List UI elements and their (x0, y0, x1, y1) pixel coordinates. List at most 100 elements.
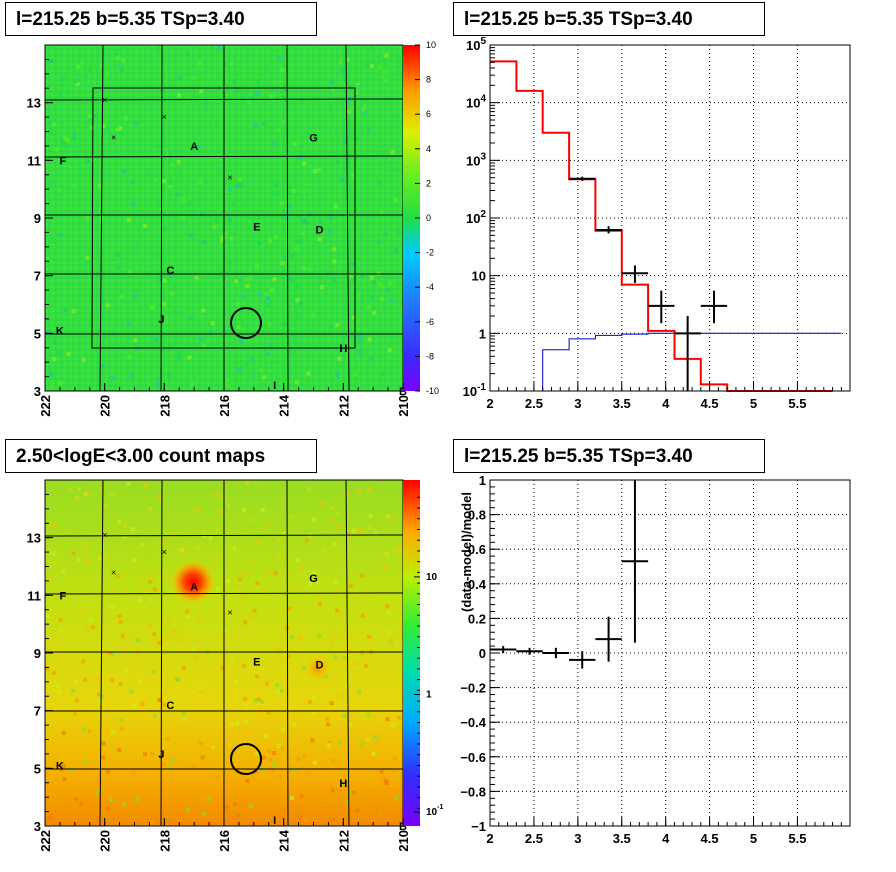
noise-pixel (291, 189, 296, 193)
noise-pixel (371, 577, 376, 582)
noise-pixel (384, 779, 389, 784)
noise-pixel (126, 321, 131, 326)
noise-pixel (397, 715, 402, 720)
source-cross: × (102, 530, 107, 540)
x-tick-label: 4.5 (701, 831, 719, 846)
noise-pixel (379, 769, 384, 774)
noise-pixel (290, 278, 294, 283)
noise-pixel (196, 145, 201, 150)
noise-pixel (346, 184, 351, 189)
noise-pixel (100, 297, 105, 302)
noise-pixel (232, 546, 237, 551)
noise-pixel (85, 216, 90, 221)
noise-pixel (359, 236, 363, 241)
x-tick-label: 222 (38, 395, 53, 417)
noise-pixel (308, 267, 313, 271)
noise-pixel (332, 278, 337, 283)
noise-pixel (175, 192, 180, 197)
x-tick-label: 3.5 (613, 831, 631, 846)
noise-pixel (264, 734, 269, 738)
noise-pixel (369, 356, 374, 361)
noise-pixel (268, 94, 273, 99)
residual-colorbar-ticks: 10 8 6 4 2 0 -2 -4 -6 -8 -10 (415, 40, 439, 396)
noise-pixel (312, 571, 317, 576)
noise-pixel (361, 107, 366, 112)
noise-pixel (225, 579, 230, 584)
noise-pixel (354, 265, 359, 270)
noise-pixel (383, 232, 388, 237)
y-tick-label: 103 (466, 151, 486, 168)
count-colorbar (403, 480, 420, 826)
x-tick-label: 5.5 (788, 831, 806, 846)
noise-pixel (262, 375, 267, 380)
noise-pixel (51, 523, 56, 528)
noise-pixel (229, 61, 234, 66)
noise-pixel (245, 707, 249, 711)
noise-pixel (225, 189, 230, 194)
count-noise (45, 481, 402, 825)
noise-pixel (306, 371, 311, 376)
noise-pixel (298, 815, 303, 820)
noise-pixel (301, 665, 306, 670)
noise-pixel (99, 63, 104, 68)
noise-pixel (59, 627, 63, 632)
noise-pixel (76, 65, 81, 69)
x-tick-label: 2.5 (525, 396, 543, 411)
noise-pixel (245, 277, 250, 282)
noise-pixel (396, 545, 401, 550)
colorbar-tick-label: 2 (426, 178, 431, 188)
noise-pixel (329, 701, 334, 706)
noise-pixel (132, 293, 137, 298)
noise-pixel (269, 288, 274, 293)
noise-pixel (109, 798, 114, 803)
noise-pixel (143, 752, 147, 757)
noise-pixel (84, 359, 88, 364)
source-cross: × (227, 608, 232, 618)
noise-pixel (290, 634, 294, 639)
source-cross: × (162, 547, 167, 557)
y-tick-label: −0.8 (460, 784, 486, 799)
noise-pixel (380, 284, 385, 289)
noise-pixel (260, 768, 265, 772)
noise-pixel (243, 620, 248, 625)
noise-pixel (75, 495, 80, 500)
noise-pixel (292, 722, 297, 727)
noise-pixel (48, 815, 53, 820)
noise-pixel (349, 333, 354, 338)
noise-pixel (199, 89, 204, 94)
noise-pixel (157, 495, 162, 500)
noise-pixel (135, 797, 140, 802)
x-tick-label: 3.5 (613, 396, 631, 411)
noise-pixel (215, 497, 220, 502)
noise-pixel (198, 61, 203, 66)
noise-pixel (386, 514, 391, 519)
noise-pixel (391, 607, 396, 612)
noise-pixel (172, 629, 177, 634)
noise-pixel (191, 646, 196, 651)
noise-pixel (310, 738, 315, 743)
count-map-panel: A G F E D C J K H I B × × × × 10 1 10-1 3 5 7 9 11 13 222 220 21… (27, 479, 443, 852)
noise-pixel (166, 765, 171, 770)
noise-pixel (190, 382, 195, 386)
noise-pixel (260, 507, 265, 512)
source-label-J: J (158, 749, 164, 761)
noise-pixel (224, 804, 229, 809)
noise-pixel (103, 170, 108, 175)
y-tick-label: 0.6 (468, 542, 486, 557)
noise-pixel (257, 705, 262, 709)
x-tick-label: 3 (574, 831, 581, 846)
noise-pixel (233, 583, 237, 587)
noise-pixel (261, 755, 266, 760)
noise-pixel (260, 589, 265, 593)
noise-pixel (350, 106, 355, 111)
noise-pixel (302, 266, 307, 271)
x-tick-label: 2 (486, 396, 493, 411)
x-tick-label: 2.5 (525, 831, 543, 846)
noise-pixel (60, 139, 65, 144)
noise-pixel (150, 820, 155, 825)
source-label-I: I (273, 815, 276, 827)
noise-pixel (52, 122, 57, 127)
noise-pixel (307, 487, 312, 492)
noise-pixel (81, 727, 86, 732)
noise-pixel (342, 139, 347, 144)
